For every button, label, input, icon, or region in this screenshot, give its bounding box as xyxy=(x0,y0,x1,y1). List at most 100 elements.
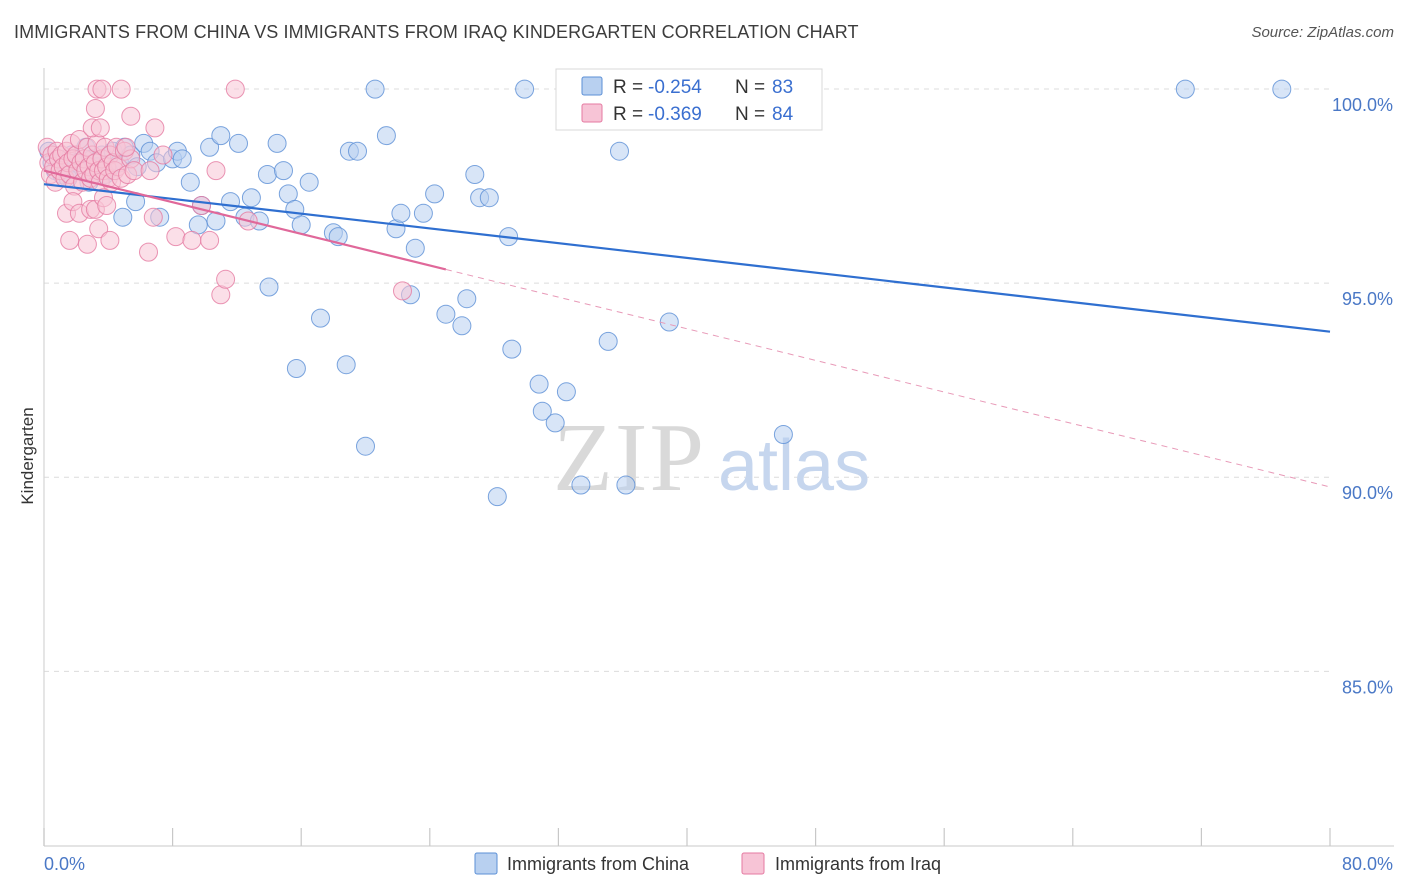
scatter-point-china xyxy=(502,339,522,359)
trendline-extension-iraq xyxy=(445,268,1331,488)
stats-swatch-china xyxy=(581,76,603,96)
y-axis-title: Kindergarten xyxy=(18,407,37,504)
y-tick-labels: 100.0% 95.0% 90.0% 85.0% xyxy=(1332,95,1393,697)
scatter-point-china xyxy=(229,133,248,153)
chart-source: Source: ZipAtlas.com xyxy=(1251,24,1394,41)
scatter-point-iraq xyxy=(60,230,80,250)
legend-swatch-iraq xyxy=(741,852,765,875)
scatter-point-iraq xyxy=(166,227,186,247)
scatter-point-china xyxy=(221,192,240,212)
scatter-point-china xyxy=(1272,79,1292,99)
trendline-china xyxy=(43,183,1331,333)
scatter-point-china xyxy=(571,475,591,495)
trend-layer xyxy=(43,169,1331,488)
stats-r-label-china: R = xyxy=(613,77,643,98)
scatter-point-china xyxy=(172,149,192,169)
scatter-point-iraq xyxy=(145,118,165,138)
scatter-point-china xyxy=(425,184,445,204)
scatter-point-china xyxy=(211,126,231,146)
scatter-point-china xyxy=(348,141,367,161)
scatter-point-iraq xyxy=(124,161,144,181)
legend: Immigrants from China Immigrants from Ir… xyxy=(474,852,941,875)
scatter-point-china xyxy=(598,331,618,351)
scatter-point-iraq xyxy=(77,234,97,254)
scatter-point-china xyxy=(515,79,535,99)
scatter-point-iraq xyxy=(139,242,158,262)
scatter-point-iraq xyxy=(393,281,412,301)
scatter-point-iraq xyxy=(97,196,117,215)
watermark: ZIP atlas xyxy=(553,404,870,512)
scatter-point-iraq xyxy=(206,161,226,181)
scatter-point-iraq xyxy=(153,145,173,165)
scatter-point-iraq xyxy=(216,269,236,289)
stats-r-value-china: -0.254 xyxy=(648,77,702,98)
scatter-point-china xyxy=(356,436,375,456)
x-tick-labels: 0.0% 80.0% xyxy=(44,854,1393,874)
y-tick-label-2: 90.0% xyxy=(1342,483,1393,503)
scatter-point-china xyxy=(529,374,549,394)
stats-n-label-china: N = xyxy=(735,77,765,98)
watermark-atlas: atlas xyxy=(718,426,870,506)
scatter-point-iraq xyxy=(92,79,112,99)
legend-label-china: Immigrants from China xyxy=(507,854,690,874)
scatter-point-iraq xyxy=(143,207,163,227)
scatter-point-china xyxy=(532,401,552,421)
scatter-point-china xyxy=(257,165,277,184)
scatter-point-china xyxy=(200,137,220,157)
scatter-point-china xyxy=(274,161,293,181)
scatter-point-china xyxy=(457,289,477,309)
watermark-zip: ZIP xyxy=(553,404,706,512)
scatter-point-china xyxy=(487,487,507,507)
scatter-point-china xyxy=(113,207,133,227)
scatter-point-china xyxy=(773,425,793,444)
scatter-point-china xyxy=(286,359,306,378)
scatter-point-china xyxy=(545,413,565,433)
scatter-point-china xyxy=(436,304,456,324)
scatter-point-china xyxy=(311,308,330,328)
x-tick-label-1: 80.0% xyxy=(1342,854,1393,874)
scatter-point-china xyxy=(413,203,433,223)
scatter-point-iraq xyxy=(100,230,120,250)
stats-n-value-china: 83 xyxy=(772,77,793,98)
scatter-point-china xyxy=(479,188,499,208)
scatter-point-iraq xyxy=(140,161,160,181)
scatter-point-iraq xyxy=(182,230,202,250)
scatter-point-china xyxy=(299,172,319,192)
stats-n-value-iraq: 84 xyxy=(772,104,794,125)
stats-r-label-iraq: R = xyxy=(613,104,643,125)
scatter-point-iraq xyxy=(111,79,131,99)
stats-box: R = -0.254 N = 83 R = -0.369 N = 84 xyxy=(555,68,823,131)
scatter-point-iraq xyxy=(90,118,110,138)
scatter-point-iraq xyxy=(225,79,245,99)
x-tick-label-0: 0.0% xyxy=(44,854,85,874)
stats-r-value-iraq: -0.369 xyxy=(648,104,702,125)
scatter-point-china xyxy=(465,165,485,184)
scatter-point-china xyxy=(376,126,396,146)
scatter-point-iraq xyxy=(89,219,109,239)
y-tick-label-0: 100.0% xyxy=(1332,95,1393,115)
scatter-point-china xyxy=(241,188,261,208)
scatter-point-china xyxy=(452,316,472,336)
legend-swatch-china xyxy=(474,852,498,875)
scatter-point-china xyxy=(659,312,679,332)
scatter-point-iraq xyxy=(116,137,136,157)
scatter-point-china xyxy=(1175,79,1195,99)
scatter-point-china xyxy=(336,355,356,375)
scatter-point-china xyxy=(391,203,411,223)
scatter-point-china xyxy=(259,277,279,297)
scatter-point-china xyxy=(267,133,287,153)
axes xyxy=(43,68,1394,847)
y-tick-label-3: 85.0% xyxy=(1342,677,1393,697)
trendline-iraq xyxy=(43,169,447,271)
stats-swatch-iraq xyxy=(581,103,603,123)
scatter-point-china xyxy=(365,79,385,99)
scatter-point-china xyxy=(556,382,576,402)
gridlines xyxy=(44,88,1330,672)
scatter-point-iraq xyxy=(85,99,105,118)
chart-title: IMMIGRANTS FROM CHINA VS IMMIGRANTS FROM… xyxy=(14,22,859,42)
scatter-point-iraq xyxy=(121,106,141,126)
scatter-point-china xyxy=(180,172,200,192)
scatter-point-iraq xyxy=(200,230,220,250)
y-tick-label-1: 95.0% xyxy=(1342,289,1393,309)
